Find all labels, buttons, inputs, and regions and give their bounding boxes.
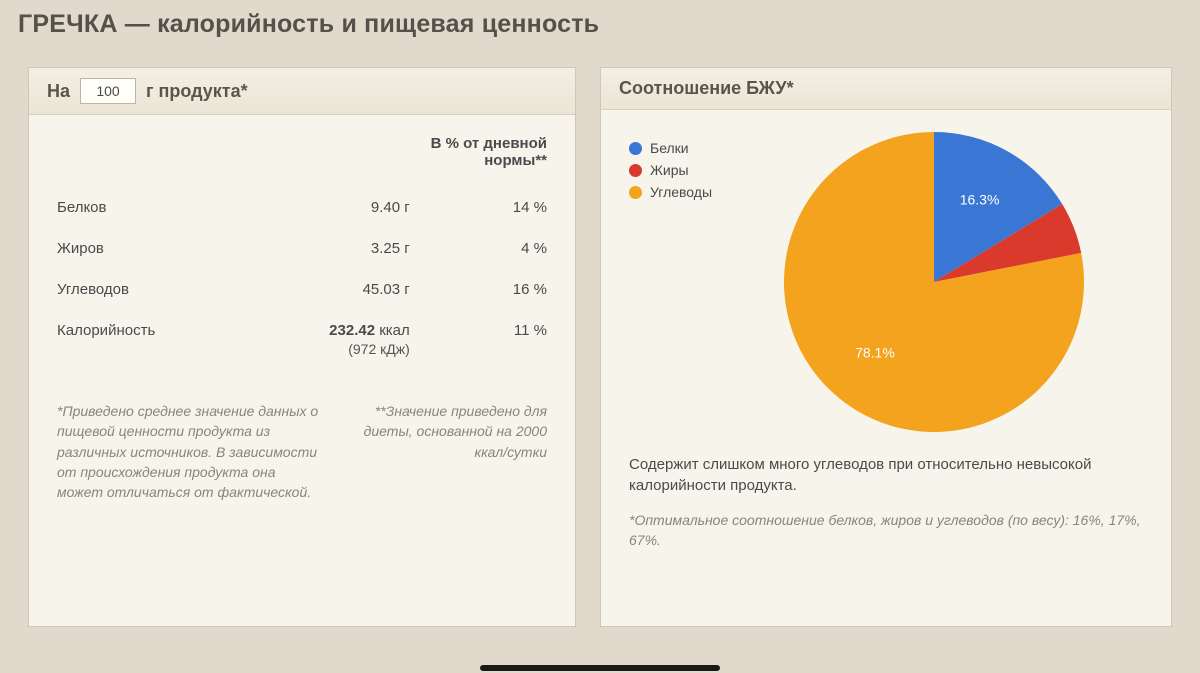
nutrient-pct: 4 % [410,228,547,269]
table-row: Углеводов45.03 г16 % [57,269,547,310]
ratio-panel-title: Соотношение БЖУ* [619,78,794,99]
nutrient-value: 9.40 г [243,187,410,228]
nutrition-panel-header: На г продукта* [29,68,575,115]
ratio-panel: Соотношение БЖУ* Белки Жиры Углеводы 16.3%… [600,67,1172,627]
nutrient-pct: 11 % [410,310,547,369]
footnote-diet: **Значение приведено для диеты, основанн… [344,401,547,502]
ratio-optimal-note: *Оптимальное соотношение белков, жиров и… [629,510,1143,551]
nutrient-label: Жиров [57,228,243,269]
nutrient-pct: 14 % [410,187,547,228]
nutrition-panel: На г продукта* В % от дневной нормы** Бе… [28,67,576,627]
legend-item: Жиры [629,162,712,178]
pie-legend: Белки Жиры Углеводы [629,132,712,206]
pie-chart: 16.3% 78.1% [784,132,1084,432]
legend-label: Белки [650,140,689,156]
ratio-summary: Содержит слишком много углеводов при отн… [629,454,1143,496]
nutrient-value: 232.42 ккал(972 кДж) [243,310,410,369]
pie-slice-label: 78.1% [855,345,895,361]
pie-slice-label: 16.3% [959,192,999,208]
footnote-source: *Приведено среднее значение данных о пищ… [57,401,320,502]
legend-swatch [629,164,642,177]
legend-swatch [629,142,642,155]
ratio-panel-header: Соотношение БЖУ* [601,68,1171,110]
table-row: Жиров3.25 г4 % [57,228,547,269]
pct-column-header: В % от дневной нормы** [410,129,547,187]
home-indicator [480,665,720,671]
table-row: Калорийность232.42 ккал(972 кДж)11 % [57,310,547,369]
amount-prefix: На [47,81,70,102]
amount-input[interactable] [80,78,136,104]
legend-item: Белки [629,140,712,156]
nutrient-label: Углеводов [57,269,243,310]
nutrient-value: 3.25 г [243,228,410,269]
nutrition-table: В % от дневной нормы** Белков9.40 г14 %Ж… [57,129,547,369]
legend-label: Углеводы [650,184,712,200]
legend-swatch [629,186,642,199]
page-title: ГРЕЧКА — калорийность и пищевая ценность [18,10,1172,39]
nutrient-label: Белков [57,187,243,228]
nutrient-pct: 16 % [410,269,547,310]
legend-label: Жиры [650,162,689,178]
panels-row: На г продукта* В % от дневной нормы** Бе… [0,67,1172,627]
nutrient-label: Калорийность [57,310,243,369]
amount-suffix: г продукта* [146,81,248,102]
footnotes: *Приведено среднее значение данных о пищ… [57,401,547,502]
legend-item: Углеводы [629,184,712,200]
table-row: Белков9.40 г14 % [57,187,547,228]
nutrient-value: 45.03 г [243,269,410,310]
